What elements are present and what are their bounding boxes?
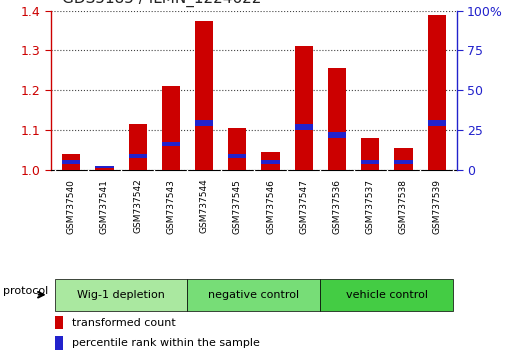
Text: percentile rank within the sample: percentile rank within the sample: [72, 338, 260, 348]
Bar: [361, 160, 379, 164]
Bar: [228, 154, 246, 158]
FancyBboxPatch shape: [54, 279, 187, 311]
Text: GSM737537: GSM737537: [366, 179, 374, 234]
Bar: [427, 120, 446, 126]
Text: GSM737543: GSM737543: [166, 179, 175, 234]
Text: GSM737542: GSM737542: [133, 179, 142, 233]
Bar: [294, 124, 313, 130]
Bar: [361, 138, 379, 170]
Text: transformed count: transformed count: [72, 318, 175, 328]
Bar: [262, 152, 280, 170]
Text: GSM737540: GSM737540: [67, 179, 76, 234]
Bar: [55, 336, 63, 350]
Text: Wig-1 depletion: Wig-1 depletion: [77, 290, 165, 300]
Bar: [195, 120, 213, 126]
Bar: [228, 128, 246, 170]
Bar: [95, 166, 113, 168]
Text: GSM737536: GSM737536: [332, 179, 342, 234]
Text: protocol: protocol: [3, 286, 48, 296]
Text: GSM737538: GSM737538: [399, 179, 408, 234]
Bar: [427, 15, 446, 170]
Text: GSM737546: GSM737546: [266, 179, 275, 234]
Bar: [195, 21, 213, 170]
Bar: [294, 46, 313, 170]
Bar: [95, 166, 113, 170]
Bar: [62, 160, 81, 164]
Bar: [328, 68, 346, 170]
Text: negative control: negative control: [208, 290, 300, 300]
Bar: [394, 160, 412, 164]
Bar: [394, 148, 412, 170]
Text: GDS5185 / ILMN_1224622: GDS5185 / ILMN_1224622: [62, 0, 261, 7]
Bar: [129, 154, 147, 158]
Text: vehicle control: vehicle control: [346, 290, 428, 300]
Bar: [162, 142, 180, 146]
Bar: [129, 124, 147, 170]
Text: GSM737547: GSM737547: [299, 179, 308, 234]
Text: GSM737539: GSM737539: [432, 179, 441, 234]
Bar: [328, 132, 346, 138]
Text: GSM737545: GSM737545: [233, 179, 242, 234]
Bar: [262, 160, 280, 164]
Text: GSM737541: GSM737541: [100, 179, 109, 234]
Bar: [55, 316, 63, 329]
FancyBboxPatch shape: [321, 279, 453, 311]
Bar: [162, 86, 180, 170]
FancyBboxPatch shape: [187, 279, 321, 311]
Text: GSM737544: GSM737544: [200, 179, 209, 233]
Bar: [62, 154, 81, 170]
